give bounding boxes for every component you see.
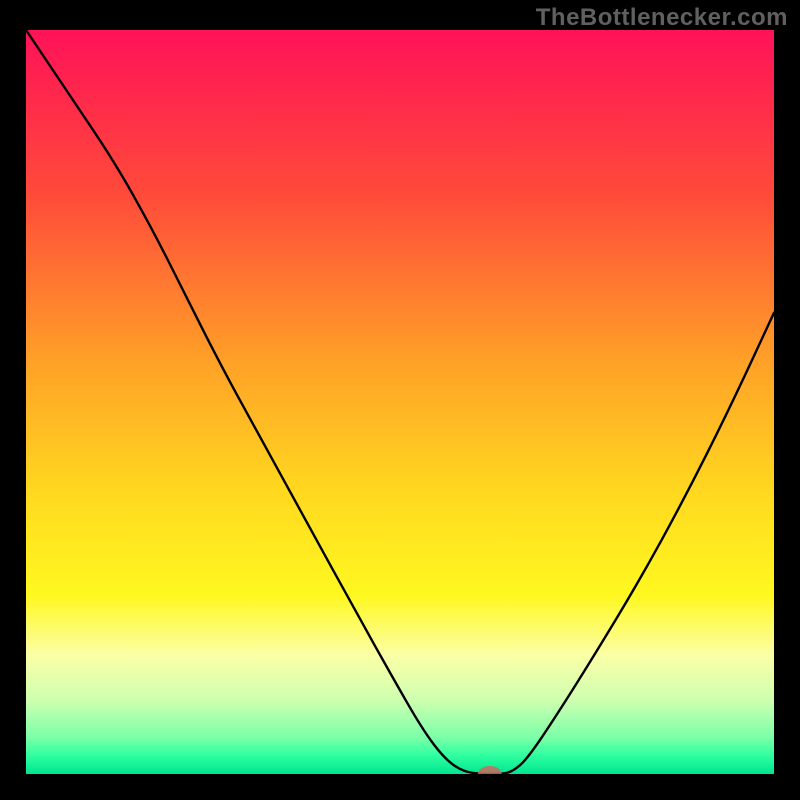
- chart-frame: { "watermark": { "text": "TheBottlenecke…: [0, 0, 800, 800]
- watermark-text: TheBottlenecker.com: [536, 4, 788, 32]
- plot-background: [26, 30, 774, 774]
- bottleneck-chart: [26, 30, 774, 774]
